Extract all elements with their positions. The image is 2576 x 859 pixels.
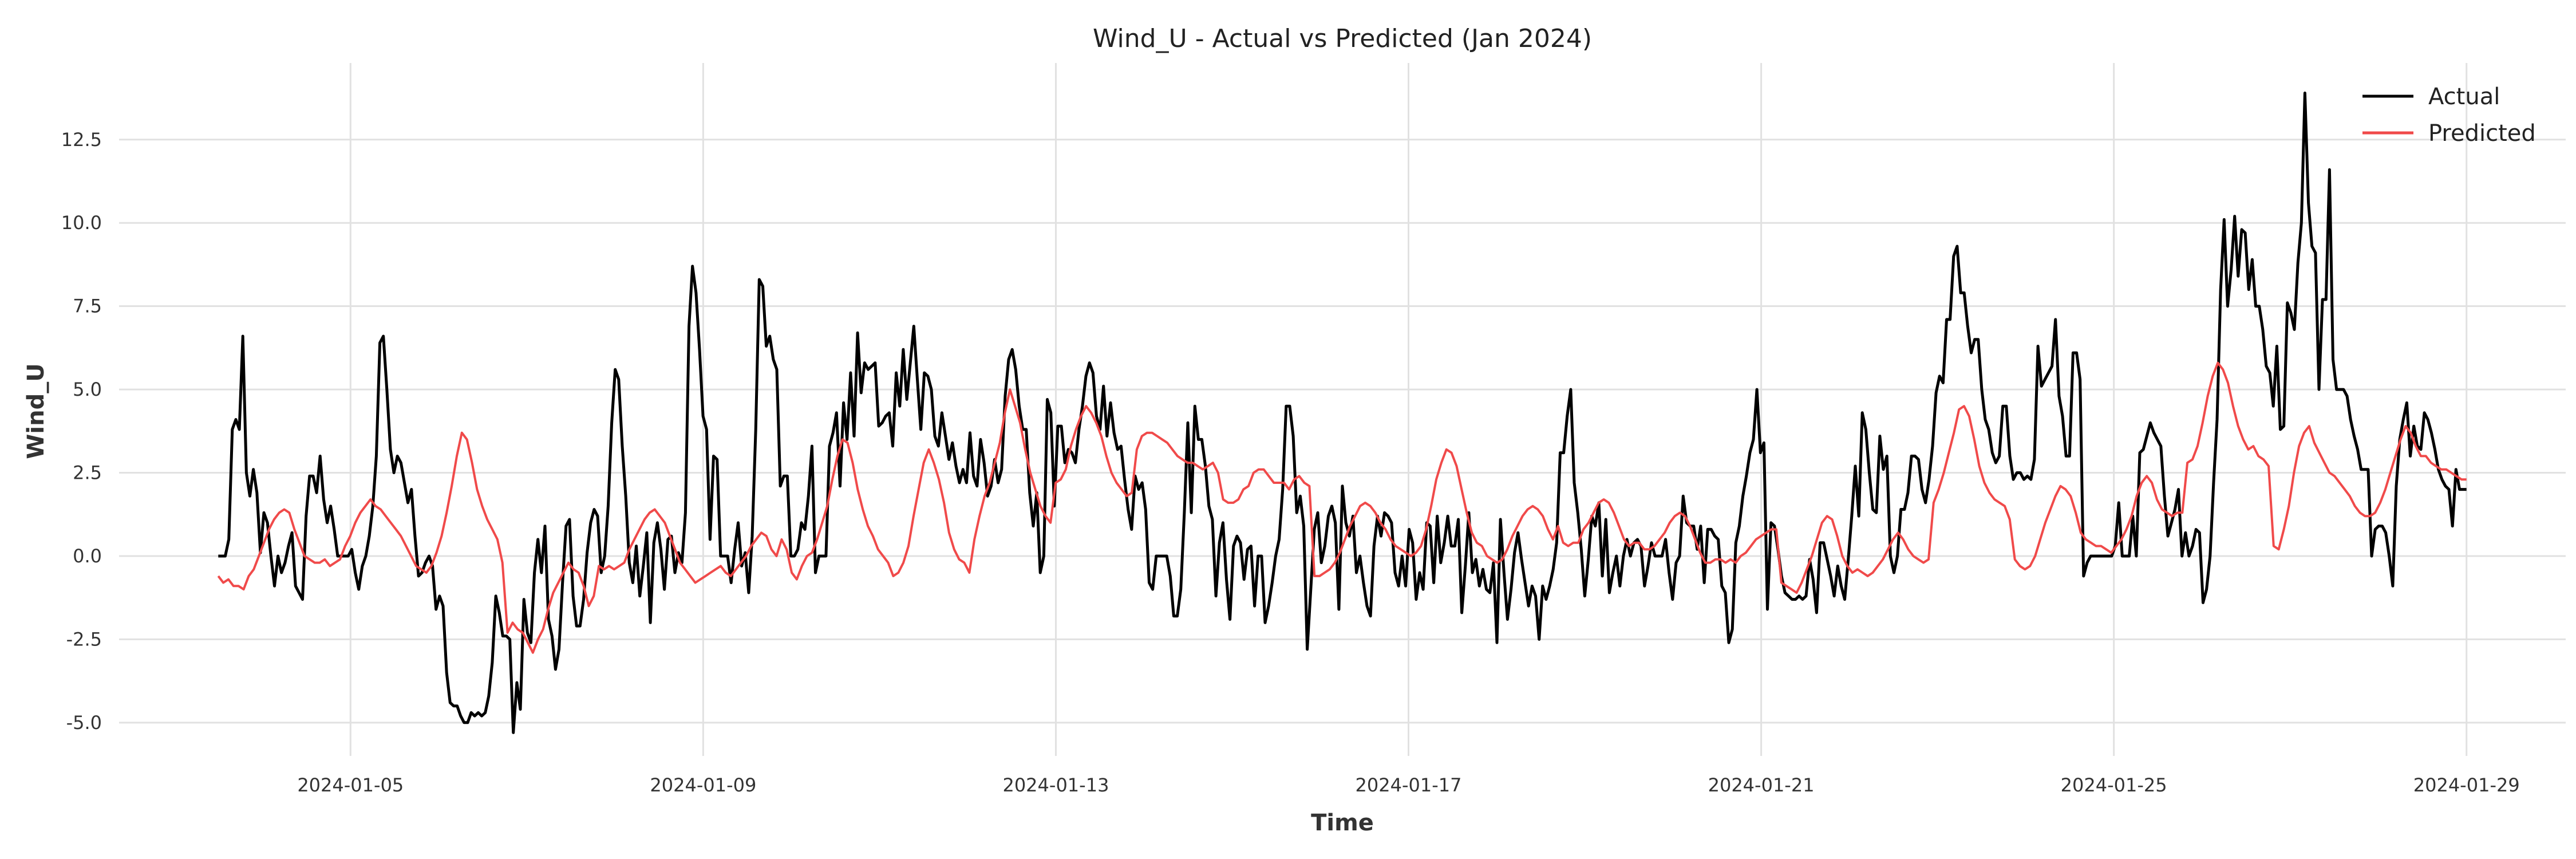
- legend-actual-label: Actual: [2428, 84, 2500, 110]
- x-tick-label: 2024-01-13: [1002, 774, 1109, 796]
- legend: Actual Predicted: [2362, 84, 2536, 147]
- y-tick-label: 2.5: [73, 462, 102, 484]
- x-tick-label: 2024-01-29: [2413, 774, 2520, 796]
- y-tick-label: 12.5: [61, 129, 102, 151]
- x-tick-label: 2024-01-17: [1356, 774, 1462, 796]
- y-tick-label: -5.0: [66, 712, 102, 734]
- y-axis-label: Wind_U: [23, 363, 49, 459]
- chart-title: Wind_U - Actual vs Predicted (Jan 2024): [1093, 24, 1592, 53]
- legend-predicted-label: Predicted: [2428, 120, 2536, 147]
- x-tick-label: 2024-01-09: [650, 774, 756, 796]
- series-line-predicted: [217, 361, 2467, 654]
- y-tick-label: -2.5: [66, 628, 102, 650]
- y-tick-label: 5.0: [73, 379, 102, 400]
- y-tick-label: 10.0: [61, 212, 102, 234]
- x-tick-label: 2024-01-05: [297, 774, 404, 796]
- tick-label-layer: -5.0 -2.5 0.0 2.5 5.0 7.5 10.0 12.5 2024-01-05 20…: [61, 129, 2520, 796]
- series-layer: [217, 91, 2467, 734]
- y-tick-label: 0.0: [73, 545, 102, 567]
- x-tick-label: 2024-01-25: [2061, 774, 2167, 796]
- grid-layer: [119, 63, 2566, 756]
- x-axis-label: Time: [1311, 810, 1374, 836]
- y-tick-label: 7.5: [73, 295, 102, 317]
- x-tick-label: 2024-01-21: [1708, 774, 1815, 796]
- series-line-actual: [218, 91, 2467, 734]
